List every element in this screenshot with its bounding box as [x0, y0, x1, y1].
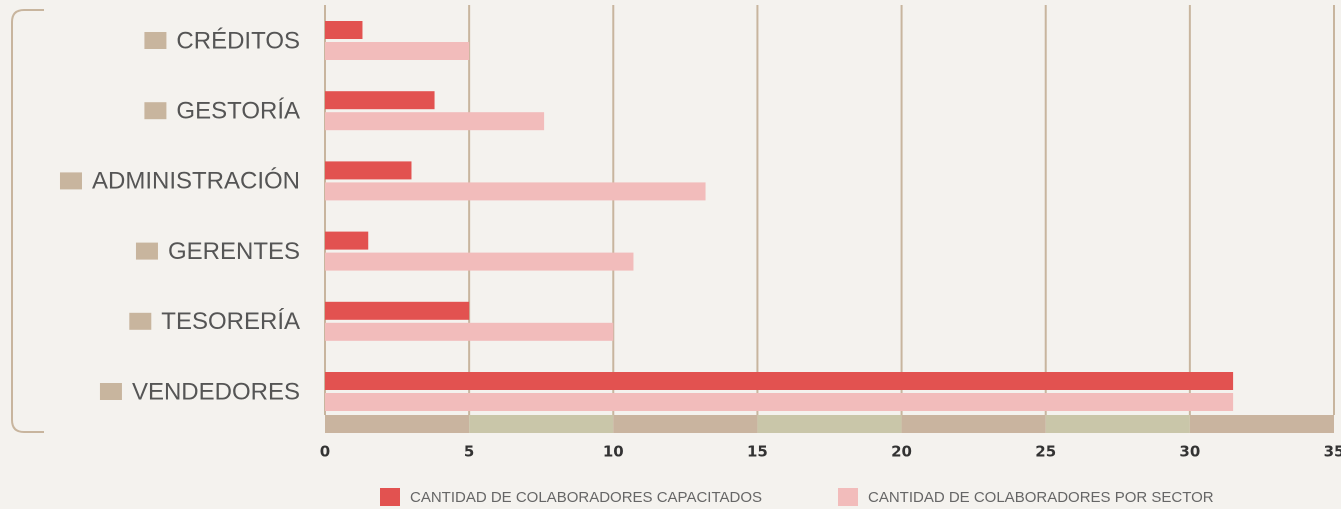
category-marker: [144, 32, 167, 49]
bar: [325, 182, 706, 201]
bar: [325, 322, 614, 341]
axis-band: [1189, 415, 1334, 433]
category-label: TESORERÍA: [161, 308, 300, 335]
category-label: GESTORÍA: [176, 98, 300, 125]
x-tick-label: 25: [1035, 443, 1056, 461]
category-marker: [135, 242, 158, 260]
x-tick-label: 0: [320, 443, 330, 461]
legend-swatch: [380, 488, 400, 506]
bar: [325, 21, 363, 39]
axis-band: [1045, 415, 1190, 433]
bar: [325, 42, 470, 60]
axis-band: [469, 415, 614, 433]
category-label: CRÉDITOS: [176, 27, 300, 54]
bar: [325, 112, 545, 131]
bar: [325, 393, 1234, 411]
category-marker: [99, 383, 122, 400]
legend-label: CANTIDAD DE COLABORADORES CAPACITADOS: [410, 489, 762, 506]
x-tick-label: 20: [891, 443, 912, 461]
category-label: ADMINISTRACIÓN: [92, 168, 300, 195]
category-label: VENDEDORES: [132, 378, 300, 405]
bar: [325, 91, 435, 110]
category-marker: [59, 172, 82, 190]
axis-band: [757, 415, 902, 433]
x-tick-label: 35: [1324, 443, 1341, 461]
axis-band: [901, 415, 1046, 433]
axis-band: [325, 415, 470, 433]
bar: [325, 372, 1234, 390]
x-tick-label: 30: [1179, 443, 1200, 461]
bracket: [11, 9, 44, 433]
bar: [325, 252, 634, 271]
bar: [325, 231, 369, 250]
bar: [325, 301, 470, 320]
category-marker: [129, 312, 152, 330]
category-label: GERENTES: [168, 238, 300, 265]
x-tick-label: 10: [603, 443, 624, 461]
axis-band: [613, 415, 758, 433]
bar: [325, 161, 412, 180]
legend-label: CANTIDAD DE COLABORADORES POR SECTOR: [868, 489, 1214, 506]
x-tick-label: 15: [747, 443, 768, 461]
legend-swatch: [838, 488, 858, 506]
x-tick-label: 5: [464, 443, 474, 461]
category-marker: [144, 102, 167, 120]
